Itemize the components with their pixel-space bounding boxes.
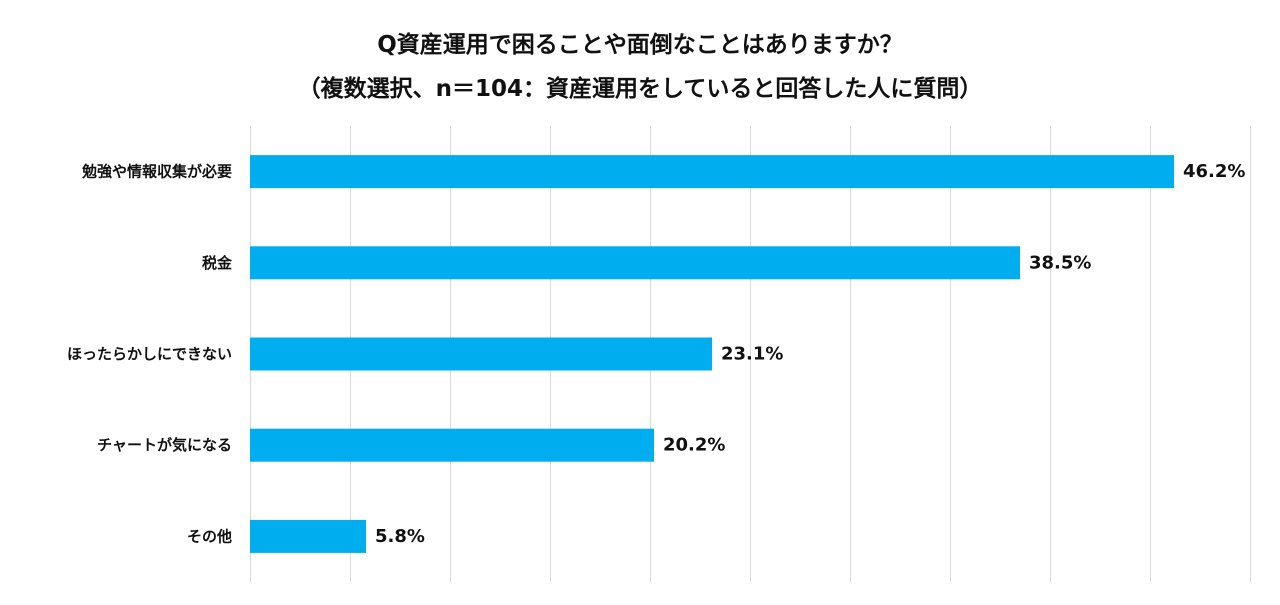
category-label: 税金 [202, 254, 233, 272]
data-label: 20.2% [663, 435, 725, 456]
bar [250, 155, 1174, 189]
bar [250, 428, 654, 462]
bar [250, 519, 366, 553]
category-label: その他 [187, 527, 232, 545]
chart-subtitle: （複数選択、n＝104：資産運用をしていると回答した人に質問） [298, 75, 983, 102]
category-label: ほったらかしにできない [67, 345, 232, 363]
data-labels: 46.2% 38.5% 23.1% 20.2% 5.8% [375, 161, 1245, 547]
bar [250, 337, 712, 371]
bar [250, 246, 1020, 280]
bars [250, 155, 1174, 553]
data-label: 23.1% [721, 344, 783, 365]
data-label: 38.5% [1029, 252, 1091, 273]
category-label: 勉強や情報収集が必要 [81, 163, 232, 181]
data-label: 5.8% [375, 526, 425, 547]
data-label: 46.2% [1183, 161, 1245, 182]
category-label: チャートが気になる [97, 436, 232, 454]
chart-title: Q資産運用で困ることや面倒なことはありますか？ [377, 31, 903, 58]
